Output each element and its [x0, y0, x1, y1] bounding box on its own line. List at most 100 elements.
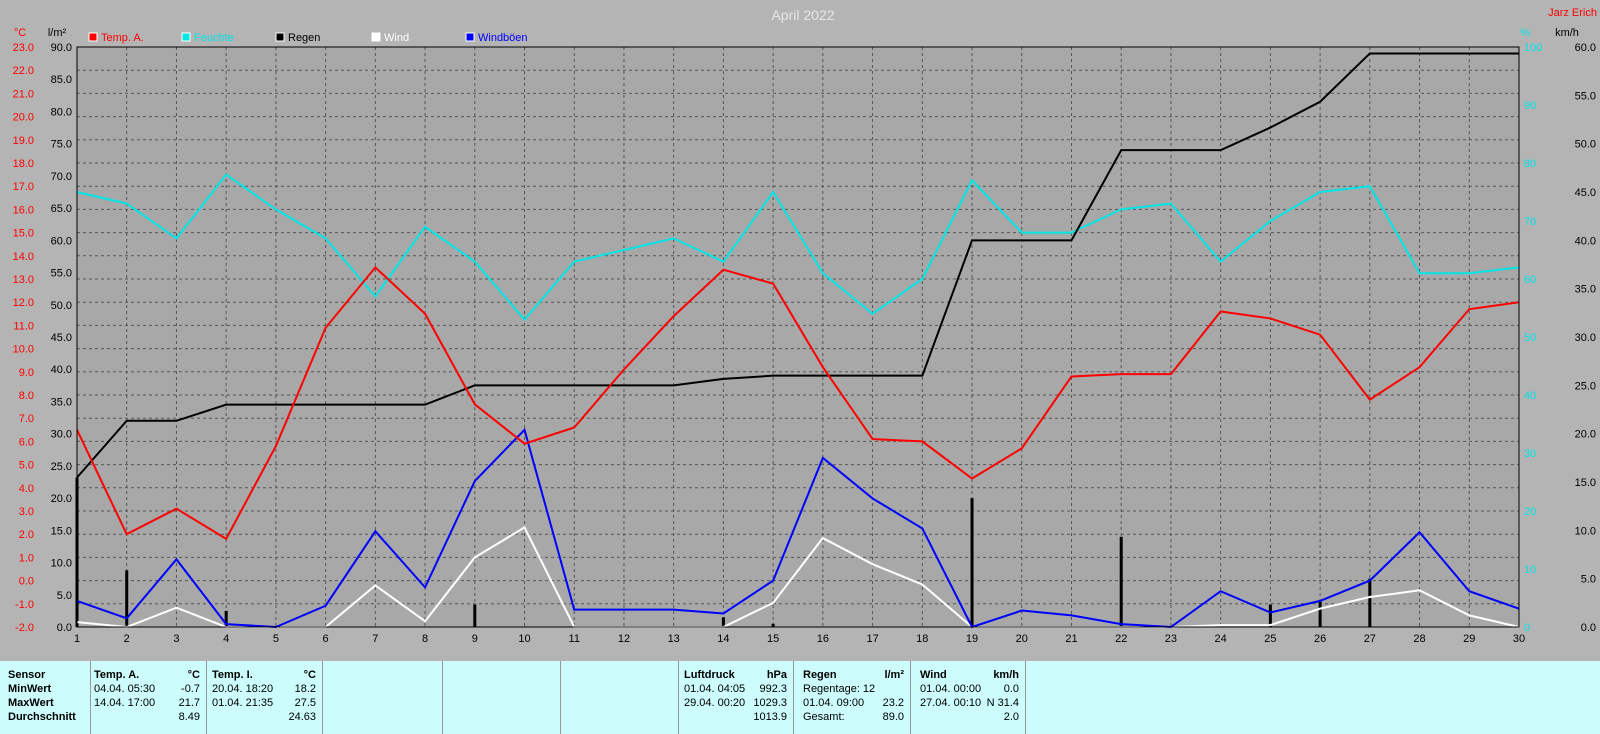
rain-tick-label: 30.0: [51, 429, 72, 441]
x-tick-label: 5: [273, 633, 279, 645]
legend-label-rain: Regen: [288, 32, 320, 44]
rain-total: 89.0: [882, 711, 904, 723]
temp-tick-label: 11.0: [13, 320, 34, 332]
humidity-tick-label: 60: [1524, 274, 1536, 286]
legend-swatch-gust: [465, 32, 475, 42]
pressure-min-val: 992.3: [759, 683, 787, 695]
x-tick-label: 22: [1115, 633, 1127, 645]
axis-ticks: 1 2 3 4 5 6 7 8 9 10 11 12 13 14 15 16 17 18 19 20 21 22 23 24 2…: [13, 42, 1596, 645]
rain-bar-day-15: [771, 623, 775, 627]
rain-stats-unit: l/m²: [884, 669, 904, 681]
rain-tick-label: 10.0: [51, 558, 72, 570]
pressure-max-date: 29.04. 00:20: [684, 697, 746, 709]
temp-tick-label: 18.0: [13, 158, 34, 170]
temp-a-max-val: 21.7: [178, 697, 200, 709]
humidity-tick-label: 10: [1524, 564, 1536, 576]
humidity-tick-label: 90: [1524, 100, 1536, 112]
x-tick-label: 11: [569, 633, 580, 645]
legend-swatch-wind: [371, 32, 381, 42]
stats-col-empty-3: [560, 661, 679, 734]
temp-i-unit: °C: [303, 669, 316, 681]
avg-label: Durchschnitt: [8, 711, 76, 723]
x-tick-label: 24: [1215, 633, 1227, 645]
x-tick-label: 19: [966, 633, 978, 645]
rain-bar-day-2: [125, 570, 129, 627]
temp-a-unit: °C: [187, 669, 200, 681]
temp-tick-label: 15.0: [13, 228, 34, 240]
series-line-feuchte: [76, 173, 1520, 322]
rain-total-label: Gesamt:: [803, 711, 845, 723]
humidity-tick-label: 70: [1524, 216, 1536, 228]
stats-col-empty-2: [442, 661, 561, 734]
wind-avg: 2.0: [1003, 711, 1019, 723]
x-tick-label: 15: [767, 633, 779, 645]
rain-tick-label: 40.0: [51, 364, 72, 376]
temp-i-min-date: 20.04. 18:20: [212, 683, 274, 695]
temp-tick-label: 14.0: [13, 251, 34, 263]
x-tick-label: 18: [916, 633, 928, 645]
stats-col-labels: Sensor MinWert MaxWert Durchschnitt: [0, 661, 91, 734]
wind-tick-label: 60.0: [1575, 42, 1596, 54]
rain-bar-day-14: [721, 617, 725, 627]
x-tick-label: 4: [223, 633, 229, 645]
rain-tick-label: 0.0: [57, 622, 72, 634]
wind-max-date: 27.04. 00:10: [920, 697, 982, 709]
stats-col-rain: Regen l/m² Regentage: 12 01.04. 09:00 23…: [793, 661, 911, 734]
x-tick-label: 8: [422, 633, 428, 645]
sensor-header: Sensor: [8, 669, 46, 681]
series-line-windb-en: [76, 427, 1520, 629]
rain-unit-label: l/m²: [48, 27, 67, 39]
wind-tick-label: 0.0: [1581, 622, 1596, 634]
x-tick-label: 23: [1165, 633, 1177, 645]
x-tick-label: 1: [74, 633, 80, 645]
legend-label-temp: Temp. A.: [101, 32, 144, 44]
wind-tick-label: 5.0: [1581, 574, 1596, 586]
wind-tick-label: 20.0: [1575, 429, 1596, 441]
plot-area: [77, 47, 1519, 627]
x-tick-label: 6: [323, 633, 329, 645]
wind-unit-label: km/h: [1555, 27, 1579, 39]
x-tick-label: 3: [173, 633, 179, 645]
x-tick-label: 25: [1264, 633, 1276, 645]
x-tick-label: 29: [1463, 633, 1475, 645]
stats-col-wind: Wind km/h 01.04. 00:00 0.0 27.04. 00:10 …: [910, 661, 1026, 734]
temp-a-min-val: -0.7: [181, 683, 200, 695]
rain-tick-label: 50.0: [51, 300, 72, 312]
rain-tick-label: 75.0: [51, 139, 72, 151]
stats-col-temp-i: Temp. I. °C 20.04. 18:20 18.2 01.04. 21:…: [206, 661, 323, 734]
temp-tick-label: 17.0: [13, 181, 34, 193]
temp-tick-label: 4.0: [19, 483, 34, 495]
weather-chart: April 2022 Jarz Erich °C l/m² % km/h Tem…: [13, 7, 1597, 645]
chart-title: April 2022: [771, 7, 834, 23]
temp-tick-label: 8.0: [19, 390, 34, 402]
humidity-tick-label: 40: [1524, 390, 1536, 402]
temp-tick-label: 10.0: [13, 344, 34, 356]
temp-tick-label: 6.0: [19, 436, 34, 448]
pressure-unit: hPa: [766, 669, 787, 681]
rain-bar-day-27: [1368, 578, 1372, 627]
temp-tick-label: 0.0: [19, 576, 34, 588]
temp-tick-label: 3.0: [19, 506, 34, 518]
temp-i-avg: 24.63: [288, 711, 316, 723]
rain-bar-day-4: [224, 610, 228, 627]
humidity-tick-label: 0: [1524, 622, 1530, 634]
temp-tick-label: 16.0: [13, 204, 34, 216]
author-label: Jarz Erich: [1548, 7, 1597, 19]
temp-tick-label: -2.0: [15, 622, 34, 634]
rain-tick-label: 25.0: [51, 461, 72, 473]
legend-swatch-humidity: [181, 32, 191, 42]
temp-tick-label: 5.0: [19, 460, 34, 472]
stats-col-empty-1: [322, 661, 443, 734]
series-line-temp-a-: [76, 265, 1520, 541]
wind-tick-label: 45.0: [1575, 187, 1596, 199]
temp-a-max-date: 14.04. 17:00: [94, 697, 156, 709]
wind-tick-label: 40.0: [1575, 235, 1596, 247]
rain-max-date: 01.04. 09:00: [803, 697, 865, 709]
wind-header: Wind: [920, 669, 947, 681]
wind-tick-label: 10.0: [1575, 525, 1596, 537]
temp-tick-label: 1.0: [19, 552, 34, 564]
legend-label-wind: Wind: [384, 32, 409, 44]
rain-max-val: 23.2: [882, 697, 904, 709]
rain-days: Regentage: 12: [803, 683, 876, 695]
x-tick-label: 21: [1065, 633, 1077, 645]
